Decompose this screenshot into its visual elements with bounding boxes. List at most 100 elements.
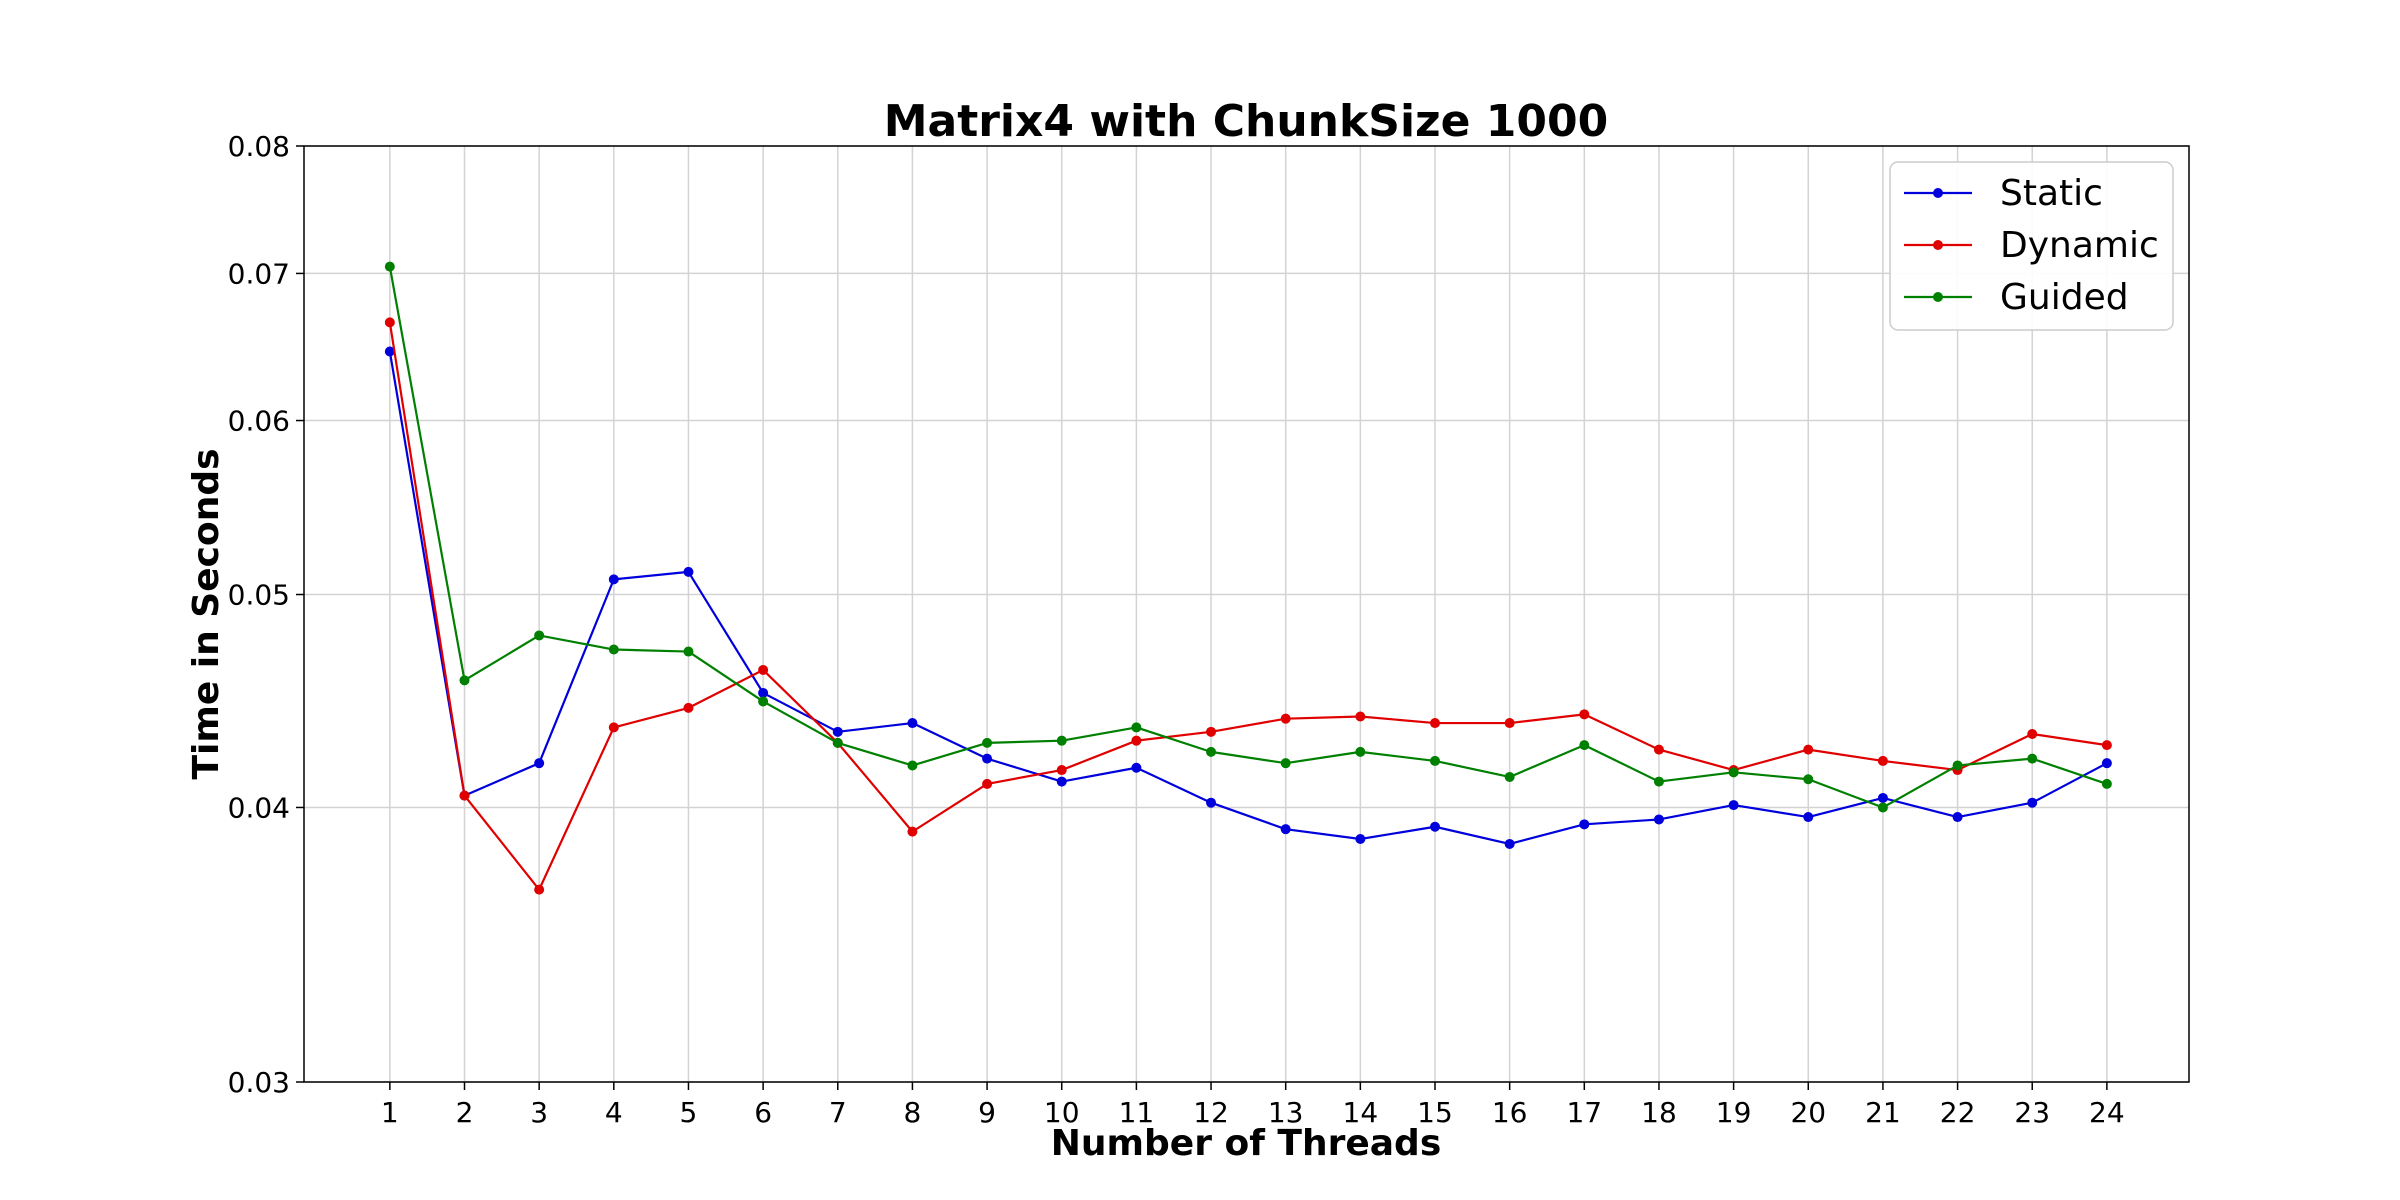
data-point-dynamic	[1504, 718, 1515, 729]
y-axis: 0.03 0.04 0.05 0.06 0.07 0.08	[228, 130, 304, 1099]
legend-label-dynamic: Dynamic	[2000, 225, 2159, 266]
x-tick-label: 16	[1492, 1096, 1528, 1129]
data-point-guided	[384, 261, 395, 272]
legend-marker-dynamic	[1933, 240, 1943, 250]
data-point-guided	[1952, 760, 1963, 771]
y-axis-label: Time in Seconds	[186, 448, 227, 779]
x-tick-label: 18	[1641, 1096, 1677, 1129]
data-point-guided	[1653, 776, 1664, 787]
series-line-guided	[388, 266, 2108, 809]
x-tick-label: 9	[978, 1096, 996, 1129]
x-tick-label: 8	[904, 1096, 922, 1129]
y-tick-label: 0.06	[228, 405, 290, 438]
series-guided	[384, 261, 2112, 813]
legend-marker-guided	[1933, 292, 1943, 302]
x-tick-label: 24	[2089, 1096, 2125, 1129]
data-point-dynamic	[1579, 709, 1590, 720]
x-tick-label: 21	[1865, 1096, 1901, 1129]
data-point-guided	[1355, 746, 1366, 757]
data-point-guided	[1728, 767, 1739, 778]
data-point-dynamic	[1355, 711, 1366, 722]
x-tick-label: 3	[530, 1096, 548, 1129]
data-point-dynamic	[1803, 744, 1814, 755]
data-point-dynamic	[608, 722, 619, 733]
x-tick-label: 13	[1268, 1096, 1304, 1129]
data-point-guided	[534, 630, 545, 641]
data-point-guided	[1803, 774, 1814, 785]
legend-marker-static	[1933, 188, 1943, 198]
data-point-dynamic	[683, 702, 694, 713]
data-point-dynamic	[1877, 755, 1888, 766]
data-point-guided	[683, 646, 694, 657]
data-point-dynamic	[1280, 713, 1291, 724]
x-tick-label: 23	[2014, 1096, 2050, 1129]
data-point-static	[1504, 838, 1515, 849]
x-tick-label: 17	[1566, 1096, 1602, 1129]
data-point-guided	[459, 675, 470, 686]
data-point-static	[1653, 814, 1664, 825]
data-point-static	[2027, 797, 2038, 808]
y-tick-label: 0.05	[228, 579, 290, 612]
legend-item-dynamic: Dynamic	[1904, 225, 2159, 266]
data-point-guided	[1131, 722, 1142, 733]
x-tick-label: 10	[1044, 1096, 1080, 1129]
y-tick-label: 0.08	[228, 130, 290, 163]
data-point-static	[1056, 776, 1067, 787]
data-point-dynamic	[384, 317, 395, 328]
legend-item-static: Static	[1904, 173, 2103, 214]
data-point-static	[1877, 792, 1888, 803]
x-axis: 1 2 3 4 5 6 7 8 9 10 11 12 13 14 15 16 17 18 19 20 21 22 23 24	[381, 1082, 2125, 1129]
data-point-static	[1579, 819, 1590, 830]
data-point-guided	[758, 696, 769, 707]
x-tick-label: 1	[381, 1096, 399, 1129]
data-point-guided	[1504, 771, 1515, 782]
y-tick-label: 0.07	[228, 257, 290, 290]
series-line-static	[388, 351, 2108, 846]
data-point-static	[1430, 821, 1440, 832]
data-point-static	[1952, 812, 1963, 823]
x-tick-label: 22	[1940, 1096, 1976, 1129]
data-point-dynamic	[1131, 735, 1142, 746]
data-point-dynamic	[1430, 718, 1440, 729]
data-point-guided	[2101, 778, 2112, 789]
data-point-guided	[982, 737, 993, 748]
series-line-dynamic	[388, 322, 2108, 891]
data-point-static	[1280, 824, 1291, 835]
data-point-guided	[2027, 753, 2038, 764]
data-point-static	[1728, 800, 1739, 811]
data-point-dynamic	[2101, 740, 2112, 751]
data-point-static	[683, 566, 694, 577]
data-point-guided	[1280, 758, 1291, 769]
x-tick-label: 7	[829, 1096, 847, 1129]
data-point-guided	[608, 644, 619, 655]
legend: Static Dynamic Guided	[1889, 161, 2174, 331]
data-point-static	[2101, 758, 2112, 769]
plot-area-border	[303, 145, 2190, 1083]
data-point-guided	[832, 737, 843, 748]
data-point-dynamic	[1653, 744, 1664, 755]
legend-label-guided: Guided	[2000, 277, 2129, 318]
y-tick-label: 0.03	[228, 1066, 290, 1099]
data-point-guided	[1056, 735, 1067, 746]
x-tick-label: 4	[605, 1096, 623, 1129]
data-point-dynamic	[758, 664, 769, 675]
x-tick-label: 19	[1716, 1096, 1752, 1129]
data-point-guided	[1430, 755, 1440, 766]
grid-lines	[304, 145, 2189, 1083]
data-point-static	[1803, 812, 1814, 823]
legend-box	[1889, 161, 2174, 331]
x-tick-label: 2	[456, 1096, 474, 1129]
data-point-guided	[1877, 802, 1888, 813]
series-layer	[384, 261, 2112, 895]
legend-item-guided: Guided	[1904, 277, 2129, 318]
data-point-static	[832, 726, 843, 737]
x-tick-label: 15	[1417, 1096, 1453, 1129]
legend-label-static: Static	[2000, 173, 2103, 214]
data-point-static	[1131, 762, 1142, 773]
data-point-static	[982, 753, 993, 764]
x-axis-label: Number of Threads	[1051, 1123, 1442, 1164]
data-point-static	[384, 346, 395, 357]
x-tick-label: 14	[1343, 1096, 1379, 1129]
series-static	[384, 346, 2112, 849]
